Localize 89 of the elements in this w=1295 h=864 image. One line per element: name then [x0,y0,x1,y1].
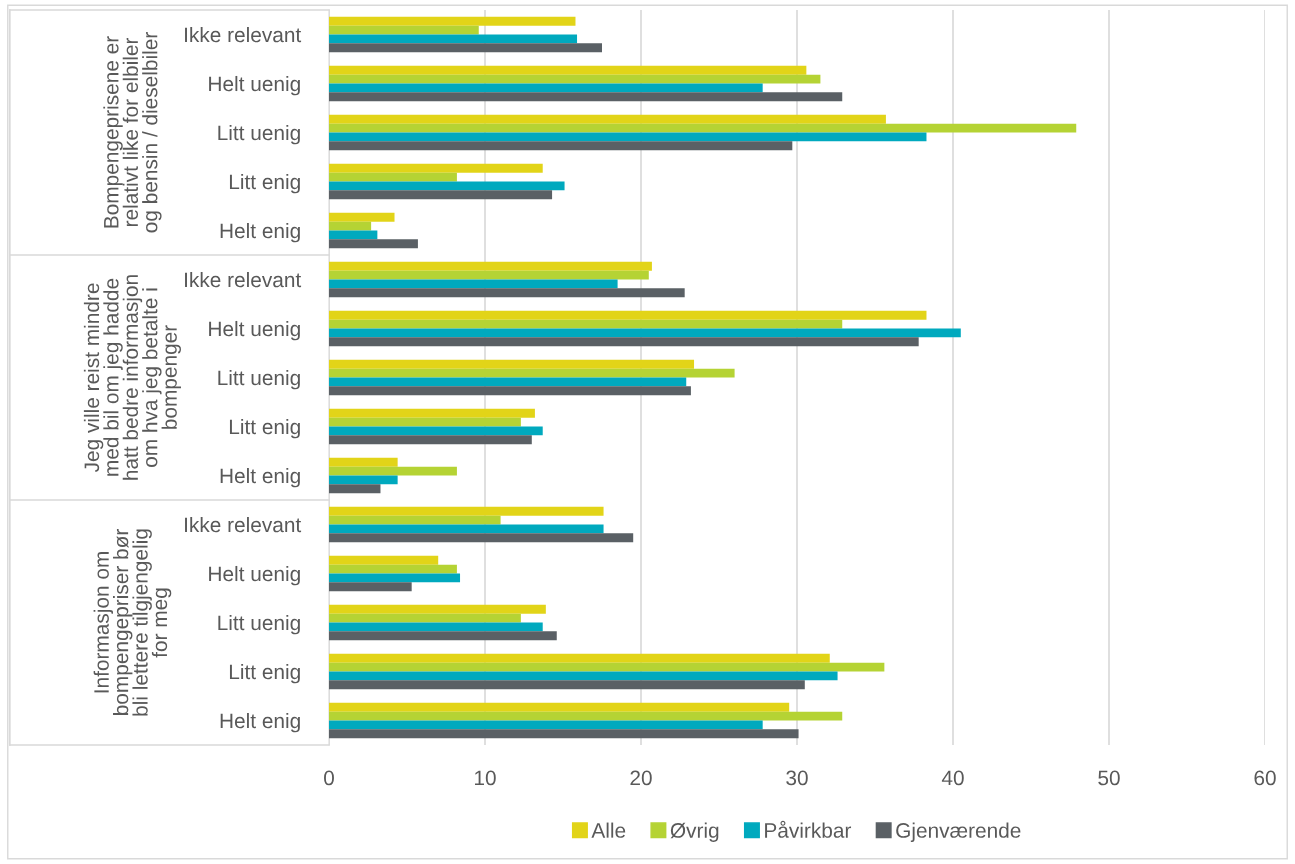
text: Bompengeprisene er relativt like for elbiler og bensin / dieselbiler [103,32,162,233]
bar [329,533,634,543]
bar [329,279,618,289]
y-tick-label: Litt uenig [218,614,300,635]
bar [329,475,398,485]
y-tick-label: Helt uenig [209,320,300,341]
bar [329,484,381,494]
text: Jeg ville reist mindre med bil om jeg hadde hatt bedre informasjon om hva jeg betalte i bompenger [83,275,181,480]
x-tick-label: 30 [786,770,808,786]
bar [329,239,418,249]
bar [329,25,479,35]
bar [329,524,604,534]
bar [329,163,543,173]
bar [329,270,649,280]
bar [329,408,535,418]
bar [329,457,398,467]
bar [329,319,843,329]
bar [329,515,501,525]
y-tick-label: Helt enig [220,222,300,243]
bar [329,702,790,712]
bar [329,368,735,378]
bar [329,671,838,681]
bar [329,582,412,592]
y-tick-label: Litt enig [229,663,300,684]
bar [329,74,821,84]
bar [329,377,687,387]
bar [329,386,691,396]
bar [329,680,805,690]
bar [329,573,461,583]
bar [329,181,565,191]
bar [329,83,763,93]
bar [329,662,885,672]
bar [329,261,652,271]
bar [329,564,457,574]
bar [329,720,763,730]
bar [329,16,576,26]
bar [329,92,843,102]
y-tick-label: Litt uenig [218,369,300,390]
bar [329,359,695,369]
bar [329,506,604,516]
x-tick-label: 10 [475,770,496,786]
text: Informasjon om bompengepriser bør bli lettere tilgjengelig for meg [93,529,172,716]
bar [329,613,521,623]
legend-label: Alle [591,822,626,838]
bar [329,221,372,231]
x-tick-label: 0 [324,770,334,786]
bar [329,631,557,641]
bar [329,212,395,222]
bar [329,132,927,142]
bar [329,435,532,445]
y-tick-label: Litt uenig [218,124,300,145]
y-tick-label: Helt uenig [209,565,300,586]
y-tick-label: Ikke relevant [185,26,302,43]
bar [329,65,807,75]
bar [329,230,378,240]
legend-label: Øvrig [670,822,719,842]
bar [329,555,439,565]
bar [329,43,602,53]
x-tick-label: 60 [1254,770,1276,786]
bar [329,114,886,124]
bar [329,328,961,338]
bar [329,604,546,614]
x-tick-label: 20 [630,770,652,786]
bar [329,426,543,436]
bar [329,288,685,298]
y-tick-label: Helt uenig [209,75,300,96]
legend-label: Påvirkbar [765,820,852,838]
y-tick-label: Helt enig [220,712,300,733]
bar [329,729,799,739]
bar [329,310,927,320]
legend-label: Gjenværende [896,822,1021,842]
y-tick-label: Ikke relevant [185,516,302,533]
bar [329,141,793,151]
x-tick-label: 40 [941,770,964,786]
bar [329,172,457,182]
x-tick-label: 50 [1098,770,1120,786]
y-tick-label: Litt enig [229,173,300,194]
bar [329,123,1077,133]
bar [329,34,578,44]
bar [329,622,543,632]
y-tick-label: Helt enig [220,467,300,488]
y-tick-label: Ikke relevant [185,271,302,288]
bar [329,653,830,663]
bar [329,190,553,200]
y-tick-label: Litt enig [229,418,300,439]
bar [329,417,521,427]
bar [329,337,919,347]
bar [329,466,457,476]
bar [329,711,843,721]
